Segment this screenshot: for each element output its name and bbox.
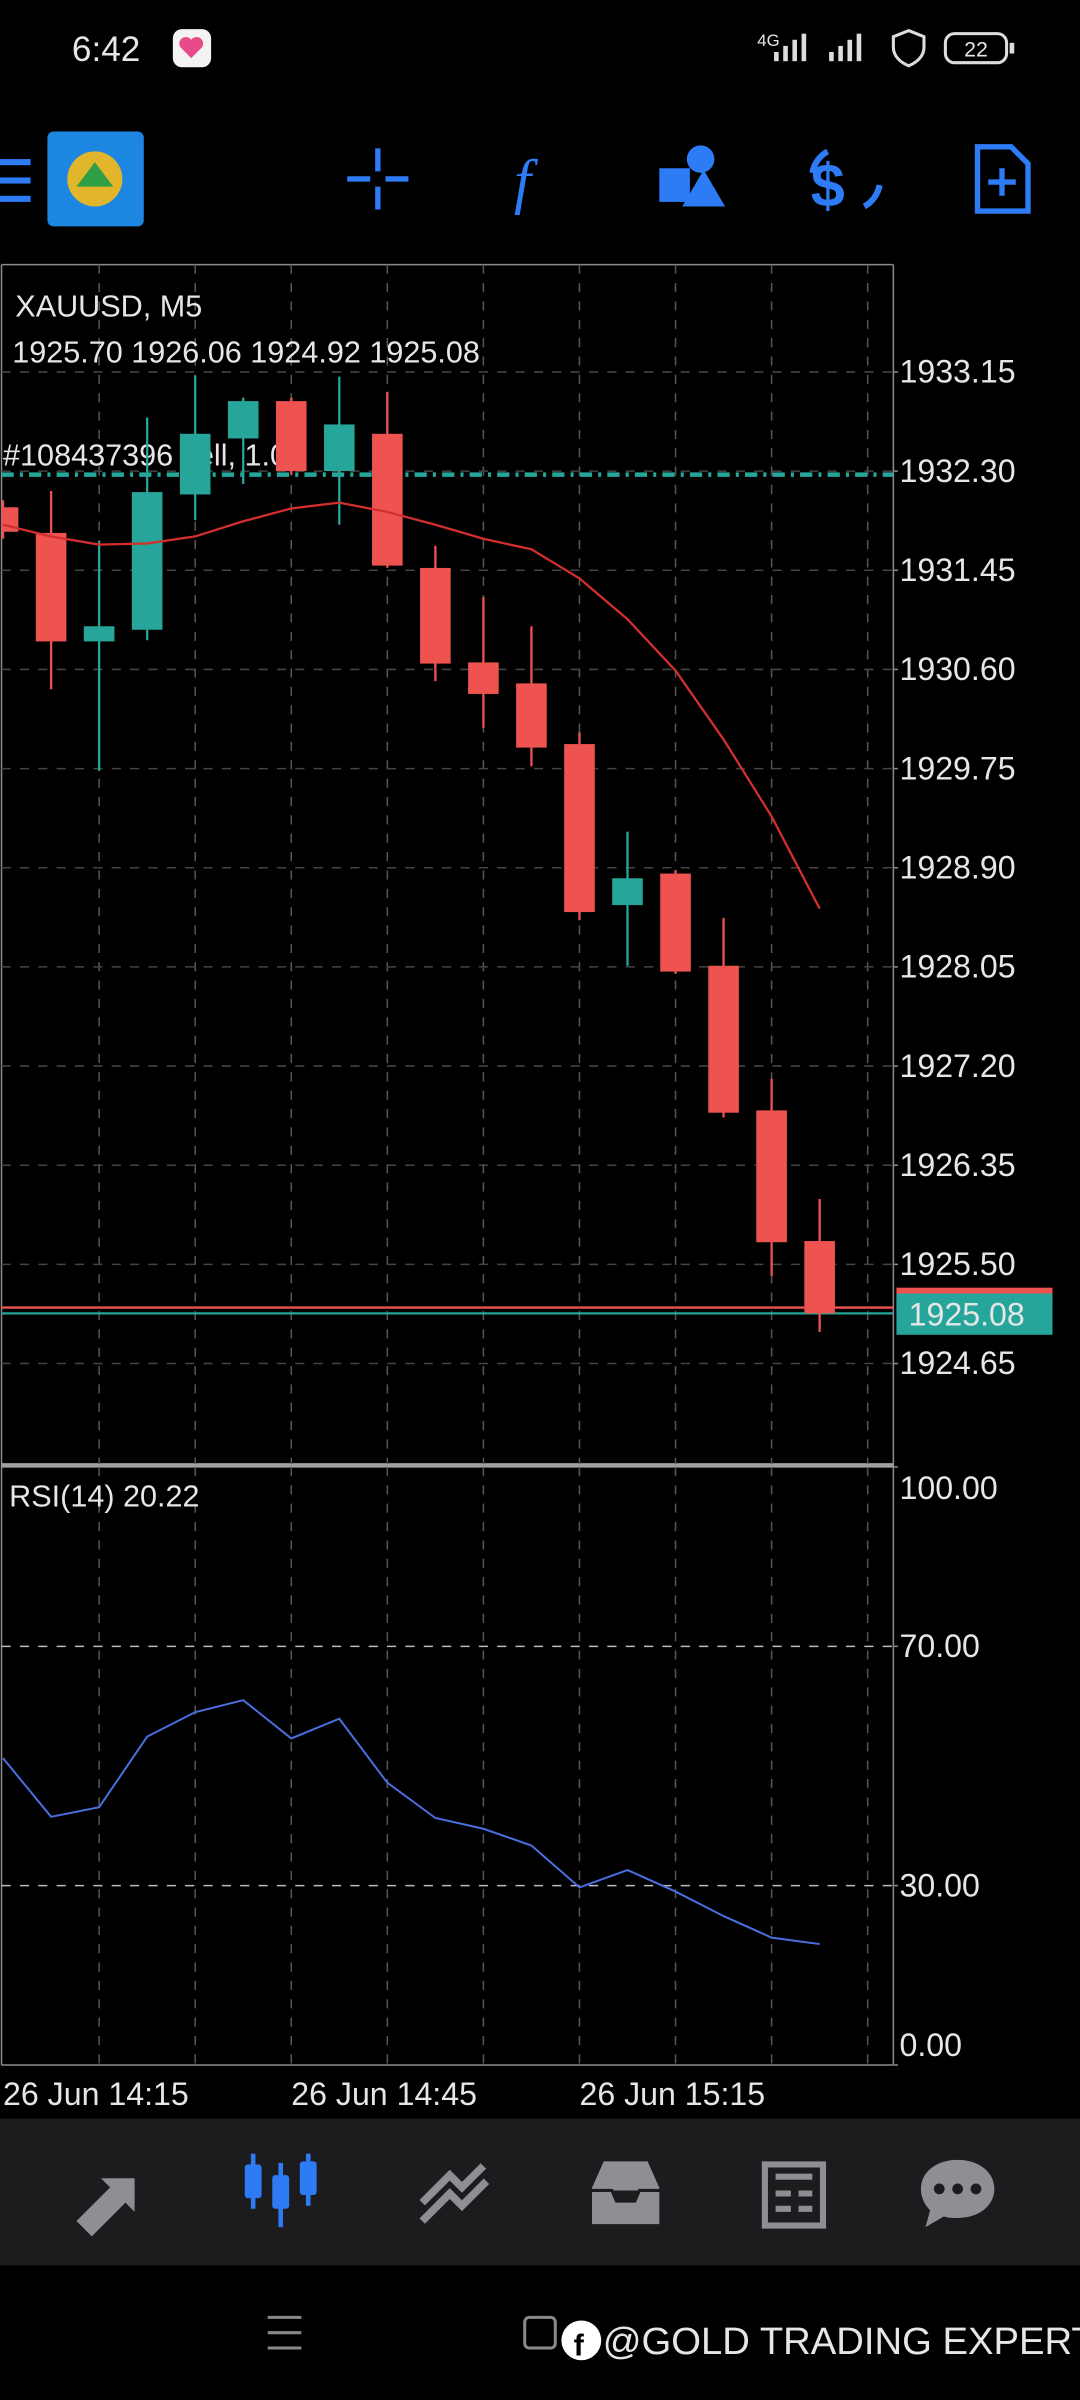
bid-tag [896,1293,1053,1335]
y-tick-label: 1929.75 [899,750,1015,786]
indicator-icon[interactable]: f [514,148,539,216]
candle-body [804,1241,835,1314]
clock: 6:42 [72,30,140,69]
fb-icon [561,2320,602,2361]
network: 4G [757,31,779,50]
candle-body [612,878,643,906]
fb-letter: f [574,2329,585,2363]
bottom-nav [0,2118,1080,2266]
battery-tip [1009,42,1015,54]
menu-icon[interactable] [0,159,31,202]
nav-chart[interactable] [244,2153,317,2228]
watermark: @GOLD TRADING EXPERT [603,2320,1080,2363]
y-tick-label: 1928.05 [899,949,1015,985]
bid-label: 1925.08 [909,1297,1025,1333]
candle-body [227,401,259,439]
ohlc-label: 1925.70 1926.06 1924.92 1925.08 [12,336,480,370]
rsi-title: RSI(14) 20.22 [9,1480,199,1514]
x-tick-label: 26 Jun 14:45 [291,2076,477,2112]
y-tick-label: 1928.90 [899,849,1015,885]
y-tick-label: 1931.45 [899,552,1015,588]
heart [179,37,204,59]
nav-trade[interactable] [419,2163,490,2224]
candle-body [756,1110,787,1243]
axes: 1933.15 1932.30 1931.45 1930.60 1929.75 1928.… [3,354,1053,2112]
battery [943,32,1009,65]
candle-body [708,965,739,1113]
nav-quotes[interactable] [76,2178,135,2237]
candle-body [131,492,163,630]
candle-body [372,433,403,566]
candle-body [35,532,67,642]
candle-body [564,744,595,913]
candle-body [660,873,691,972]
candle-body [324,424,355,472]
signal [774,33,862,62]
shield [891,28,926,68]
candle-body [516,683,547,748]
x-tick-label: 26 Jun 15:15 [579,2076,765,2112]
objects-icon[interactable] [659,145,726,207]
price-plot: #108437396 sell, 1.00 [1,375,894,1333]
candle-body [420,567,451,664]
y-tick-label: 1927.20 [899,1048,1015,1084]
rsi-line [2,1699,820,1946]
y-tick-label: 1926.35 [899,1147,1015,1183]
y-tick-label: 1933.15 [899,354,1015,390]
y-tick-label: 1932.30 [899,453,1015,489]
candle-body [275,401,307,472]
moving-average [2,501,821,910]
new-order-plus [988,168,1016,196]
y-tick-label: 100.00 [899,1470,997,1506]
chart-title: XAUUSD, M5 [15,290,202,324]
candle-body [179,433,211,495]
order-label: #108437396 sell, 1.00 [3,438,304,472]
x-tick-label: 26 Jun 14:15 [3,2076,189,2112]
y-tick-label: 1925.50 [899,1246,1015,1282]
candle-body [468,662,499,694]
nav-news[interactable] [761,2161,827,2229]
nav-history[interactable] [588,2158,663,2228]
y-tick-label: 1930.60 [899,651,1015,687]
battery-level: 22 [964,38,988,62]
sys-menu[interactable] [267,2315,302,2350]
crosshair-icon[interactable] [347,148,409,210]
new-order-icon[interactable] [974,144,1031,214]
y-tick-label: 30.00 [899,1867,979,1903]
y-tick-label: 0.00 [899,2027,962,2063]
candle-body [83,626,115,642]
app-logo-shape [76,162,114,187]
sys-home[interactable] [523,2315,557,2350]
y-tick-label: 1924.65 [899,1345,1015,1381]
y-tick-label: 70.00 [899,1628,979,1664]
trade-arrows [809,148,883,210]
